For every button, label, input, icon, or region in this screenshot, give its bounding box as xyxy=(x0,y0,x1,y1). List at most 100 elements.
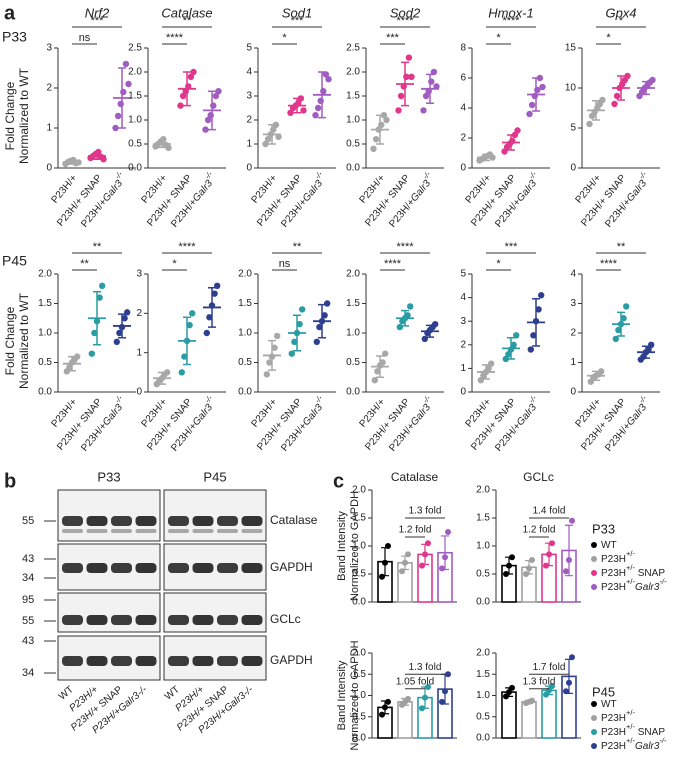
data-point xyxy=(599,96,606,104)
legend-title: P45 xyxy=(592,684,615,699)
error-bar xyxy=(118,313,126,339)
ladder-label: 34 xyxy=(22,667,34,679)
blot-band xyxy=(86,529,108,533)
blot-band xyxy=(241,563,263,573)
blot-band xyxy=(241,656,263,666)
significance-label: **** xyxy=(166,32,184,44)
y-tick-label: 0 xyxy=(570,163,576,174)
data-point xyxy=(382,559,388,566)
blot-box xyxy=(57,592,161,633)
blot-band xyxy=(168,656,189,666)
significance-label: *** xyxy=(505,241,519,253)
data-point xyxy=(160,136,167,143)
legend-label-part: +/- xyxy=(626,563,635,572)
y-tick-label: 5 xyxy=(246,43,252,54)
data-point xyxy=(164,369,171,376)
data-point xyxy=(566,679,572,686)
chart-title: Gpx4 xyxy=(605,5,636,20)
data-point xyxy=(612,335,619,343)
y-tick-label: 2.0 xyxy=(238,269,252,280)
data-point xyxy=(514,127,521,134)
legend-label-part: P23H xyxy=(601,568,626,579)
data-point xyxy=(543,691,549,698)
y-tick-label: 0.5 xyxy=(38,357,52,368)
error-bar xyxy=(592,100,600,121)
fold-label: 1.05 fold xyxy=(396,676,434,687)
error-bar xyxy=(208,287,216,328)
data-point xyxy=(264,136,272,143)
y-tick-label: 1.5 xyxy=(352,669,366,680)
ladder-label: 55 xyxy=(22,515,34,527)
y-tick-label: 3 xyxy=(570,298,576,309)
y-tick-label: 0 xyxy=(460,387,466,398)
fold-label: 1.3 fold xyxy=(409,506,442,517)
data-point xyxy=(506,562,512,569)
data-point xyxy=(442,554,448,561)
blot-band xyxy=(241,615,263,625)
y-tick-label: 0.5 xyxy=(476,711,490,722)
error-bar xyxy=(532,77,540,112)
fold-label: 1.2 fold xyxy=(399,525,432,536)
blot-band xyxy=(192,615,214,625)
y-tick-label: 2.5 xyxy=(346,43,360,54)
significance-label: *** xyxy=(91,15,105,27)
significance-label: ** xyxy=(293,241,302,253)
data-point xyxy=(207,112,214,119)
chart-title: Catalase xyxy=(391,470,439,484)
blot-band xyxy=(86,563,108,573)
x-tick-label-part: Galr3 xyxy=(101,402,125,428)
data-point xyxy=(215,88,222,95)
data-point xyxy=(178,369,185,376)
y-tick-label: 0.0 xyxy=(38,387,52,398)
data-point xyxy=(538,292,545,299)
error-bar xyxy=(507,134,515,151)
data-point xyxy=(425,540,431,547)
data-point xyxy=(181,353,188,360)
y-tick-label: 1 xyxy=(246,139,252,150)
error-bar xyxy=(401,309,409,327)
legend-label-part: SNAP xyxy=(635,568,665,579)
blot-band xyxy=(217,615,238,625)
protein-label: GCLc xyxy=(270,612,301,626)
data-point xyxy=(563,688,569,695)
y-tick-label: 3 xyxy=(460,316,466,327)
panel-label: c xyxy=(333,470,344,492)
data-point xyxy=(320,88,327,95)
y-tick-label: 1.5 xyxy=(128,91,142,102)
error-bar xyxy=(642,80,650,96)
data-point xyxy=(299,306,306,313)
data-point xyxy=(379,573,385,580)
data-point xyxy=(408,73,415,81)
y-tick-label: 0 xyxy=(246,163,252,174)
x-tick-label-part: Galr3 xyxy=(625,178,649,204)
error-bar xyxy=(482,153,490,162)
data-point xyxy=(620,315,627,322)
legend-title: P33 xyxy=(592,521,615,536)
y-tick-label: 1.5 xyxy=(38,298,52,309)
data-point xyxy=(112,124,119,132)
data-point xyxy=(291,338,298,346)
y-tick-label: 1.0 xyxy=(352,690,366,701)
data-point xyxy=(526,565,532,572)
y-tick-label: 4 xyxy=(246,67,252,78)
y-tick-label: 0.5 xyxy=(238,357,252,368)
blot-band xyxy=(135,656,157,666)
blot-band xyxy=(217,563,238,573)
x-tick-label-part: -/- xyxy=(313,394,325,406)
data-point xyxy=(99,282,106,289)
data-point xyxy=(206,314,213,321)
data-point xyxy=(624,72,631,80)
x-tick-label-part: -/- xyxy=(637,394,649,406)
blot-box xyxy=(163,592,267,633)
ladder-label: 95 xyxy=(22,594,34,606)
chart-title: Nrf2 xyxy=(85,5,110,20)
blot-band xyxy=(111,656,132,666)
data-point xyxy=(203,329,210,337)
data-point xyxy=(91,329,98,337)
data-point xyxy=(586,120,593,128)
y-tick-label: 1.5 xyxy=(352,513,366,524)
data-point xyxy=(445,671,451,678)
chart-title: Sod2 xyxy=(390,5,421,20)
data-point xyxy=(526,110,533,118)
bar xyxy=(541,689,557,739)
